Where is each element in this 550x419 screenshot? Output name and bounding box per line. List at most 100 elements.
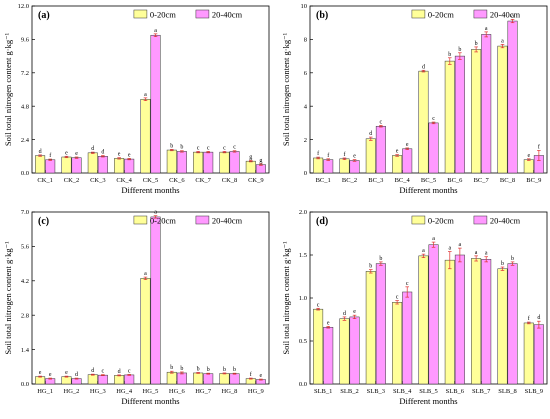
panel-label: (d) [316, 216, 328, 227]
legend-swatch [133, 9, 148, 19]
bar-series2 [454, 55, 465, 174]
legend-label: 0-20cm [428, 10, 454, 20]
x-tick-label: HG_1 [37, 388, 53, 395]
significance-letter: g [249, 154, 252, 160]
bar-series1 [365, 138, 376, 174]
significance-letter: e [406, 142, 409, 148]
bar-series1 [245, 160, 256, 174]
significance-letter: a [475, 250, 478, 256]
significance-letter: c [406, 281, 409, 287]
y-tick-label: 8 [304, 37, 307, 44]
significance-letter: c [233, 145, 236, 151]
bar-series1 [471, 49, 482, 174]
significance-letter: e [260, 373, 263, 379]
bar-series2 [150, 34, 161, 174]
significance-letter: d [91, 146, 94, 152]
significance-letter: c [128, 368, 131, 374]
bar-series2 [349, 316, 360, 385]
legend-swatch [411, 9, 426, 19]
bar-series2 [481, 34, 492, 174]
significance-letter: c [432, 116, 435, 122]
x-tick-label: HG_2 [64, 388, 80, 395]
bar-series1 [497, 268, 508, 385]
bar-series2 [203, 151, 214, 174]
x-tick-label: CK_2 [64, 177, 80, 184]
panel-label: (a) [38, 10, 50, 21]
significance-letter: f [49, 152, 51, 159]
chart-panel-2: 0 2 4 6 8 10 BC_1 f f BC_2 f e BC_3 d c BC_4 e e BC_5 d c BC_… [281, 3, 548, 195]
significance-letter: c [102, 369, 105, 375]
x-tick-label: SLB_6 [446, 388, 465, 395]
x-tick-label: HG_5 [143, 388, 159, 395]
x-tick-label: HG_6 [169, 388, 186, 395]
significance-letter: e [128, 152, 131, 158]
significance-letter: a [448, 246, 451, 252]
x-tick-label: CK_6 [169, 177, 185, 184]
x-tick-label: SLB_3 [367, 388, 385, 395]
significance-letter: e [75, 151, 78, 157]
bar-series1 [193, 151, 204, 174]
bar-series2 [97, 156, 108, 174]
significance-letter: e [118, 152, 121, 158]
bar-series1 [140, 98, 151, 174]
significance-letter: e [65, 150, 68, 156]
bar-series1 [392, 302, 403, 385]
bar-series2 [507, 263, 518, 385]
significance-letter: c [207, 145, 210, 151]
x-axis-title: Different months [121, 396, 179, 406]
bar-series1 [523, 322, 534, 385]
x-tick-label: SLB_4 [393, 388, 412, 395]
bar-series2 [507, 20, 518, 174]
significance-letter: b [458, 47, 461, 53]
significance-letter: a [459, 242, 462, 248]
x-tick-label: BC_8 [500, 177, 515, 184]
x-tick-label: HG_8 [222, 388, 238, 395]
chart-panel-1: 0.0 2.4 4.8 7.2 9.6 12.0 CK_1 d f CK_2 e e CK_3 d d CK_… [3, 3, 270, 195]
significance-letter: a [144, 92, 147, 98]
chart-panel-3: 0.0 1.4 2.8 4.2 5.6 7.0 HG_1 e e HG_2 e d HG_3 d c HG_4… [3, 209, 270, 406]
significance-letter: b [180, 145, 183, 151]
bar-series2 [428, 244, 439, 385]
panel-label: (b) [316, 10, 328, 21]
significance-letter: c [223, 145, 226, 151]
bar-series2 [71, 157, 82, 174]
bar-series2 [176, 372, 187, 385]
bar-series1 [219, 151, 230, 174]
significance-letter: e [353, 309, 356, 315]
bar-series1 [418, 255, 429, 385]
x-tick-label: CK_3 [90, 177, 106, 184]
significance-letter: b [501, 261, 504, 267]
x-tick-label: CK_4 [116, 177, 132, 184]
significance-letter: d [101, 150, 104, 156]
x-tick-label: CK_8 [222, 177, 238, 184]
bar-series2 [203, 373, 214, 385]
y-tick-label: 1.0 [299, 295, 307, 302]
significance-letter: b [511, 256, 514, 262]
significance-letter: c [197, 145, 200, 151]
bar-series2 [124, 158, 135, 174]
x-tick-label: SLB_9 [525, 388, 543, 395]
significance-letter: e [327, 320, 330, 326]
x-tick-label: BC_2 [342, 177, 357, 184]
significance-letter: d [343, 311, 346, 317]
significance-letter: b [448, 52, 451, 58]
significance-letter: f [343, 151, 345, 158]
x-tick-label: BC_1 [316, 177, 331, 184]
significance-letter: b [475, 41, 478, 47]
y-tick-label: 6 [304, 70, 308, 77]
significance-letter: e [527, 153, 530, 159]
significance-letter: b [197, 366, 200, 372]
significance-letter: f [528, 315, 530, 322]
significance-letter: e [49, 372, 52, 378]
legend-label: 20-40cm [490, 10, 521, 20]
bar-series1 [497, 45, 508, 174]
x-tick-label: CK_9 [248, 177, 264, 184]
significance-letter: d [75, 372, 78, 378]
legend-label: 0-20cm [150, 216, 176, 226]
bar-series1 [365, 271, 376, 385]
bar-series1 [471, 258, 482, 385]
x-tick-label: HG_3 [90, 388, 106, 395]
y-tick-label: 1.4 [21, 347, 30, 354]
y-tick-label: 0 [304, 170, 307, 177]
